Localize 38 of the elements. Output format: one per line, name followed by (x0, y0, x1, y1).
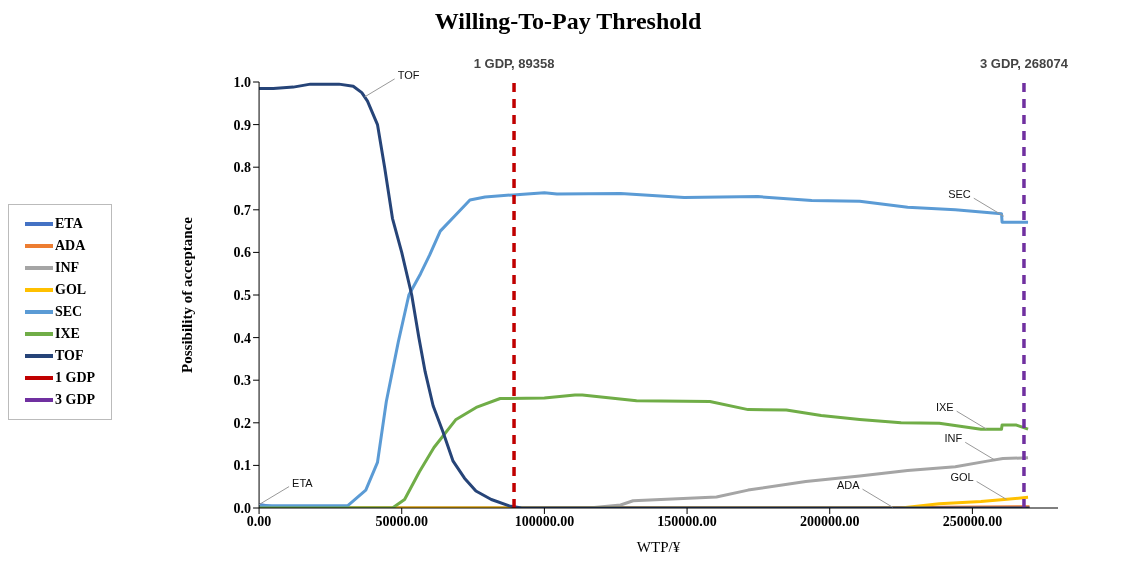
x-tick-label: 50000.00 (375, 513, 428, 529)
y-tick-label: 0.0 (233, 500, 252, 516)
y-tick-label: 0.7 (233, 202, 252, 218)
chart-title: Willing-To-Pay Threshold (433, 8, 703, 36)
annotation: TOF (397, 68, 420, 81)
legend-label: TOF (55, 348, 84, 364)
y-tick-label: 0.9 (233, 117, 252, 133)
y-tick-label: 0.6 (233, 245, 252, 261)
legend-label: 3 GDP (55, 392, 96, 408)
annotation: SEC (948, 188, 971, 201)
annotation: INF (944, 432, 963, 445)
y-tick-label: 0.8 (233, 160, 252, 176)
x-tick-label: 200000.00 (799, 513, 860, 529)
x-axis-title: WTP/¥ (636, 539, 681, 555)
legend-label: 1 GDP (55, 370, 96, 386)
legend-label: ETA (55, 216, 83, 232)
y-tick-label: 1.0 (233, 74, 252, 90)
y-tick-label: 0.3 (233, 373, 252, 389)
legend-label: GOL (55, 282, 87, 298)
legend-label: IXE (55, 326, 80, 342)
legend-label: ADA (55, 238, 86, 254)
legend-label: INF (55, 260, 80, 276)
annotation: ADA (836, 479, 861, 492)
annotation: 1 GDP, 89358 (473, 56, 555, 71)
y-tick-label: 0.1 (233, 458, 252, 474)
x-tick-label: 250000.00 (942, 513, 1003, 529)
y-tick-label: 0.2 (233, 415, 252, 431)
annotation: IXE (935, 401, 954, 414)
x-tick-label: 0.00 (246, 513, 272, 529)
y-tick-label: 0.4 (233, 330, 252, 346)
y-axis-title: Possibility of acceptance (179, 216, 196, 373)
annotation: ETA (292, 476, 314, 489)
annotation: 3 GDP, 268074 (979, 56, 1069, 71)
legend-label: SEC (55, 304, 83, 320)
annotation: GOL (950, 471, 974, 484)
y-tick-label: 0.5 (233, 287, 252, 303)
x-tick-label: 100000.00 (514, 513, 575, 529)
x-tick-label: 150000.00 (657, 513, 717, 529)
